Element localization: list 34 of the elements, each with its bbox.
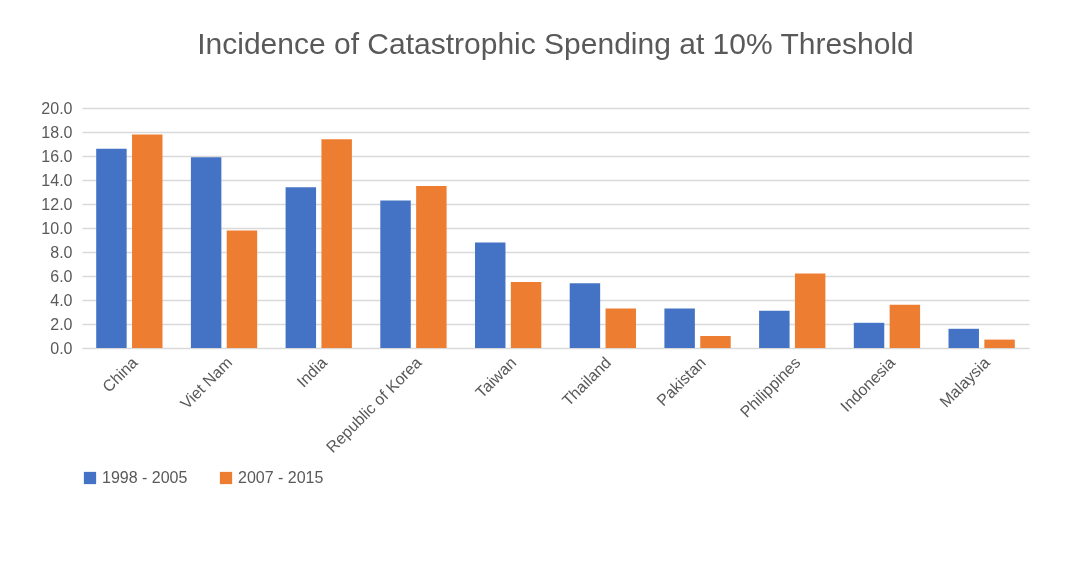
bar <box>96 148 127 348</box>
y-tick-label: 16.0 <box>41 147 73 165</box>
bar <box>132 134 163 348</box>
bar <box>190 157 222 348</box>
bar <box>889 304 921 348</box>
y-tick-label: 20.0 <box>41 99 73 117</box>
legend-label: 2007 - 2015 <box>238 469 324 486</box>
y-tick-label: 4.0 <box>50 291 73 309</box>
bar <box>853 322 885 348</box>
y-tick-label: 10.0 <box>41 219 73 237</box>
y-tick-label: 14.0 <box>41 171 73 189</box>
y-tick-label: 18.0 <box>41 123 73 141</box>
bar <box>380 200 411 348</box>
bar <box>605 308 636 348</box>
bar <box>510 282 542 348</box>
y-tick-label: 0.0 <box>50 339 73 357</box>
bar <box>948 328 979 348</box>
bar <box>226 230 258 348</box>
bar <box>321 139 352 348</box>
bar <box>984 339 1015 348</box>
y-tick-label: 8.0 <box>50 243 73 261</box>
bar <box>475 242 506 348</box>
y-tick-label: 2.0 <box>50 315 73 333</box>
bar <box>416 186 447 348</box>
bar <box>285 187 317 348</box>
bar <box>759 310 790 348</box>
legend-label: 1998 - 2005 <box>102 469 188 486</box>
bar <box>700 336 731 348</box>
y-tick-label: 12.0 <box>41 195 73 213</box>
chart-title: Incidence of Catastrophic Spending at 10% Threshold <box>197 27 914 60</box>
bar <box>794 273 826 348</box>
y-tick-label: 6.0 <box>50 267 73 285</box>
bar <box>664 308 695 348</box>
bar <box>569 283 601 348</box>
